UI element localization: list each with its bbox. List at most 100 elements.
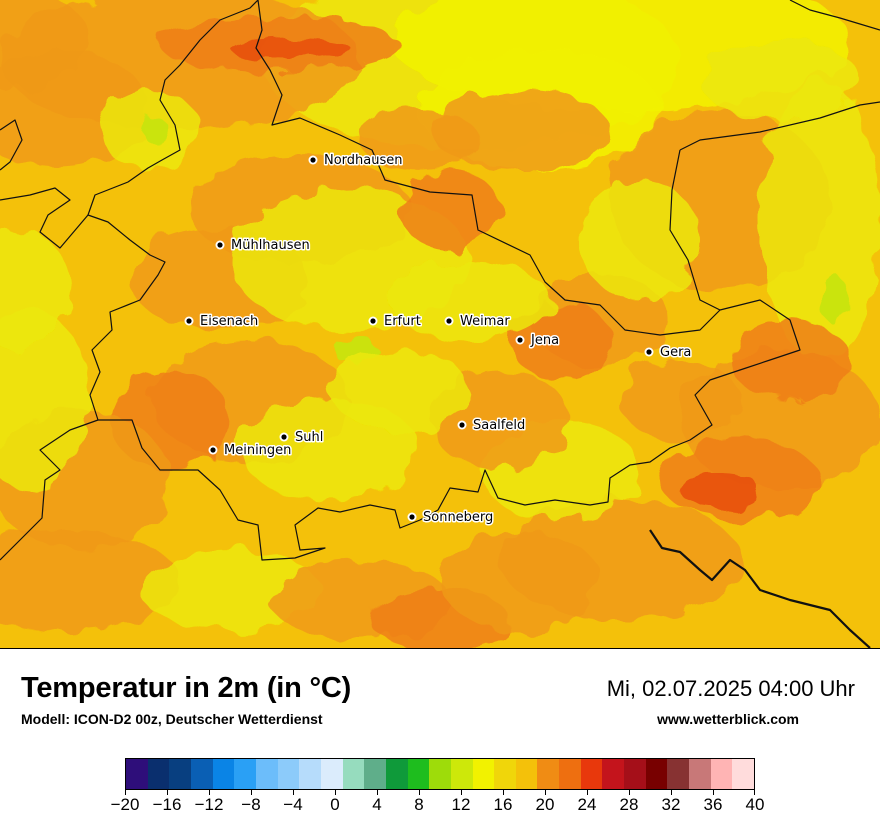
legend-tick-label: −16	[152, 795, 182, 814]
legend-swatch	[667, 759, 690, 789]
temperature-patch	[821, 276, 849, 324]
legend-tick-label: 0	[330, 795, 340, 814]
city-dot	[186, 318, 192, 324]
model-subtitle: Modell: ICON-D2 00z, Deutscher Wetterdie…	[21, 711, 323, 727]
city-dot	[217, 242, 223, 248]
legend-tick	[754, 790, 755, 795]
legend-swatch	[732, 759, 755, 789]
legend-tick	[671, 790, 672, 795]
legend-swatch	[126, 759, 148, 789]
legend-swatch	[212, 759, 235, 789]
legend-swatch	[515, 759, 538, 789]
state-border-southwest	[0, 419, 99, 561]
legend-swatch	[364, 759, 386, 789]
temperature-patch	[400, 170, 500, 250]
city-label: Eisenach	[200, 314, 258, 329]
legend-tick-label: 24	[577, 795, 597, 814]
legend-swatch	[537, 759, 560, 789]
color-legend-bar	[125, 758, 755, 790]
city-dot	[310, 157, 316, 163]
temperature-patch	[0, 0, 90, 90]
legend-tick-label: 32	[661, 795, 681, 814]
temperature-patch	[760, 80, 880, 360]
city-dot	[409, 514, 415, 520]
temperature-patch	[141, 118, 169, 142]
city-label: Weimar	[460, 314, 510, 329]
city-marker: Erfurt	[368, 313, 422, 331]
legend-tick	[209, 790, 210, 795]
temperature-map[interactable]: Nordhausen Mühlhausen Eisenach Erfurt Weimar…	[0, 0, 880, 649]
legend-tick	[461, 790, 462, 795]
legend-swatch	[450, 759, 473, 789]
city-dot	[210, 447, 216, 453]
city-dot	[281, 434, 287, 440]
temperature-patch	[0, 310, 90, 490]
legend-tick	[293, 790, 294, 795]
state-border-east	[679, 101, 880, 151]
legend-swatch	[385, 759, 408, 789]
legend-swatch	[320, 759, 343, 789]
legend-swatch	[429, 759, 451, 789]
city-dot	[459, 422, 465, 428]
legend-tick	[587, 790, 588, 795]
legend-tick	[503, 790, 504, 795]
legend-tick	[377, 790, 378, 795]
legend-labels: −20 −16 −12 −8 −4 0 4 8 12 16 20 24 28 32 36 40	[111, 795, 765, 817]
temperature-patch	[390, 260, 550, 340]
legend-swatch	[580, 759, 603, 789]
city-label: Jena	[530, 333, 559, 348]
legend-tick-label: 20	[535, 795, 555, 814]
city-marker: Sonneberg	[407, 509, 495, 527]
legend-swatch	[234, 759, 256, 789]
legend-swatch	[559, 759, 581, 789]
state-border-east-2	[669, 149, 721, 311]
legend-tick-label: 28	[619, 795, 639, 814]
legend-swatch	[147, 759, 170, 789]
state-border-west-2	[0, 187, 89, 249]
legend-tick-label: −4	[283, 795, 303, 814]
website-link[interactable]: www.wetterblick.com	[657, 711, 799, 727]
legend-swatch	[255, 759, 278, 789]
city-label: Gera	[660, 345, 691, 360]
legend-tick	[713, 790, 714, 795]
legend-tick-label: 16	[493, 795, 513, 814]
state-border-west	[0, 119, 23, 171]
city-label: Saalfeld	[473, 418, 525, 433]
city-marker: Suhl	[279, 429, 325, 447]
legend-tick-label: −8	[241, 795, 261, 814]
city-marker: Gera	[644, 344, 693, 362]
city-marker: Saalfeld	[457, 417, 527, 435]
valid-datetime: Mi, 02.07.2025 04:00 Uhr	[606, 676, 855, 701]
legend-tick	[125, 790, 126, 795]
legend-tick	[419, 790, 420, 795]
city-label: Sonneberg	[423, 510, 493, 525]
legend-tick	[629, 790, 630, 795]
city-dot	[517, 337, 523, 343]
city-label: Mühlhausen	[231, 238, 310, 253]
city-dot	[646, 349, 652, 355]
temperature-patch	[680, 472, 760, 508]
temperature-patch	[580, 180, 700, 300]
city-label: Erfurt	[384, 314, 421, 329]
temperature-patch	[230, 36, 350, 60]
legend-swatch	[689, 759, 711, 789]
border-lines	[0, 0, 880, 648]
state-border-north	[789, 0, 880, 31]
city-label: Nordhausen	[324, 153, 403, 168]
legend-swatch	[277, 759, 300, 789]
city-marker: Nordhausen	[308, 152, 404, 170]
state-border-thuringia	[87, 0, 801, 561]
temperature-patch	[620, 360, 740, 440]
legend-tick-label: −20	[110, 795, 140, 814]
city-label: Meiningen	[224, 443, 291, 458]
city-marker: Jena	[515, 332, 561, 350]
city-dot	[370, 318, 376, 324]
temperature-patch	[0, 530, 180, 630]
legend-tick-label: 36	[703, 795, 723, 814]
legend-tick-label: 12	[451, 795, 471, 814]
city-dot	[446, 318, 452, 324]
legend-swatch	[494, 759, 516, 789]
city-marker: Weimar	[444, 313, 512, 331]
legend-tick	[335, 790, 336, 795]
national-border-czech	[649, 529, 871, 648]
